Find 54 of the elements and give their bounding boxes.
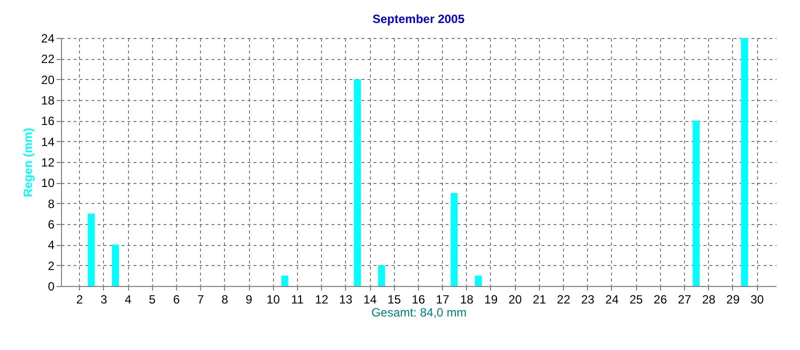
y-axis-title: Regen (mm) [21, 128, 36, 198]
x-tick-label: 8 [221, 292, 228, 306]
x-tick-label: 6 [173, 292, 180, 306]
x-tick-label: 11 [291, 292, 304, 306]
y-tick-label: 2 [48, 258, 55, 273]
x-tick-label: 19 [484, 292, 498, 306]
bar [474, 276, 482, 286]
x-tick-label: 9 [246, 292, 253, 306]
x-tick-label: 20 [508, 292, 522, 306]
x-tick-label: 18 [460, 292, 474, 306]
y-tick-label: 6 [48, 218, 55, 232]
x-tick-label: 30 [750, 292, 764, 306]
x-axis-title: Gesamt: 84,0 mm [371, 306, 467, 320]
chart-title: September 2005 [372, 12, 465, 26]
y-tick-label: 20 [41, 72, 55, 87]
x-tick-label: 21 [532, 292, 546, 306]
x-tick-label: 15 [388, 292, 402, 306]
bar [354, 79, 361, 286]
y-tick-label: 10 [41, 176, 55, 190]
x-tick-label: 4 [124, 292, 132, 306]
bar [450, 193, 458, 286]
x-tick-label: 25 [629, 292, 644, 306]
y-tick-label: 16 [41, 114, 55, 128]
y-tick-label: 14 [41, 134, 55, 149]
x-tick-label: 5 [148, 292, 156, 306]
x-tick-label: 24 [605, 292, 619, 306]
x-tick-label: 2 [76, 292, 84, 306]
bar [112, 244, 119, 286]
x-tick-label: 13 [339, 292, 353, 306]
bar [741, 38, 748, 286]
x-tick-label: 17 [436, 292, 450, 306]
x-tick-label: 22 [556, 292, 571, 306]
x-tick-label: 7 [197, 292, 204, 306]
x-tick-label: 10 [266, 292, 280, 306]
bar [281, 276, 288, 286]
x-tick-label: 27 [678, 292, 692, 306]
x-tick-label: 14 [363, 292, 377, 306]
x-tick-label: 12 [314, 292, 329, 306]
bar [692, 120, 700, 286]
x-tick-label: 28 [702, 292, 716, 306]
y-tick-label: 24 [41, 32, 55, 46]
y-tick-label: 18 [41, 94, 55, 108]
y-tick-label: 8 [48, 196, 55, 211]
x-tick-label: 26 [654, 292, 668, 306]
y-tick-label: 12 [41, 156, 55, 170]
bar [88, 214, 95, 286]
x-tick-label: 16 [412, 292, 426, 306]
y-tick-label: 22 [41, 52, 55, 66]
x-tick-label: 29 [726, 292, 740, 306]
x-tick-label: 23 [581, 292, 595, 306]
y-tick-label: 0 [48, 280, 55, 294]
y-tick-label: 4 [48, 238, 55, 252]
bar [378, 265, 386, 286]
x-tick-label: 3 [100, 292, 108, 306]
